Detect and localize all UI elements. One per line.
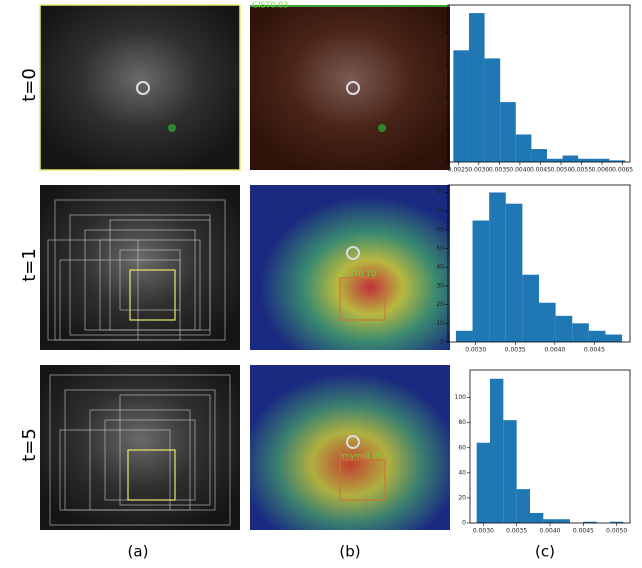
bar [472, 220, 490, 342]
bar [543, 519, 557, 523]
y-tick-label: 80 [436, 29, 444, 36]
x-tick-label: 0.0025 [448, 167, 469, 174]
x-tick-label: 0.0050 [550, 167, 571, 174]
y-tick-label: 30 [436, 282, 444, 289]
bar [588, 330, 606, 342]
y-tick-label: 70 [436, 208, 444, 215]
image-a-t0 [39, 4, 241, 171]
y-tick-label: 60 [436, 226, 444, 233]
bar [556, 519, 570, 523]
y-tick-label: 20 [458, 494, 466, 501]
bar [489, 192, 506, 342]
bar [455, 330, 473, 342]
bar [605, 334, 623, 342]
y-tick-label: 0 [440, 159, 444, 166]
bar [500, 102, 516, 162]
bar [531, 149, 548, 162]
x-tick-label: 0.0060 [592, 167, 613, 174]
overlay-label: GIST0.03 [252, 1, 288, 10]
y-tick-label: 80 [458, 419, 466, 426]
x-tick-label: 0.0040 [540, 528, 561, 535]
y-tick-label: 0 [440, 339, 444, 346]
row-label: t=5 [19, 428, 40, 462]
overlay-label: lmyml0.05 [340, 452, 383, 461]
bar [609, 160, 626, 162]
bar [562, 155, 579, 162]
x-tick-label: 0.0040 [509, 167, 530, 174]
x-tick-label: 0.0030 [468, 167, 489, 174]
image-b-t1 [250, 185, 450, 350]
x-tick-label: 0.0045 [530, 167, 551, 174]
column-label: (b) [339, 543, 360, 561]
x-tick-label: 0.0035 [489, 167, 510, 174]
bar [476, 442, 490, 523]
bar [539, 302, 556, 342]
bar [468, 13, 485, 162]
bar [555, 315, 573, 342]
bar [503, 420, 517, 523]
y-tick-label: 40 [458, 469, 466, 476]
y-tick-label: 40 [436, 94, 444, 101]
bar [583, 521, 597, 523]
x-tick-label: 0.0030 [473, 528, 494, 535]
x-tick-label: 0.0035 [506, 528, 527, 535]
image-b-t0 [250, 5, 450, 170]
bar [572, 323, 589, 342]
bar [516, 489, 530, 523]
x-tick-label: 0.0055 [571, 167, 592, 174]
y-tick-label: 40 [436, 264, 444, 271]
y-tick-label: 10 [436, 320, 444, 327]
image-a-t1 [40, 185, 240, 350]
row-label: t=0 [19, 68, 40, 102]
x-tick-label: 0.0045 [584, 347, 605, 354]
x-tick-label: 0.0030 [465, 347, 486, 354]
y-tick-label: 60 [458, 444, 466, 451]
y-tick-label: 60 [436, 61, 444, 68]
image-a-t5 [40, 365, 240, 530]
x-tick-label: 0.0045 [573, 528, 594, 535]
column-label: (c) [535, 543, 555, 561]
bar [578, 158, 594, 162]
bar [515, 134, 532, 162]
y-tick-label: 20 [436, 301, 444, 308]
x-tick-label: 0.0035 [505, 347, 526, 354]
bar [610, 521, 624, 523]
y-tick-label: 50 [436, 245, 444, 252]
bar [593, 158, 610, 162]
x-tick-label: 0.0065 [612, 167, 633, 174]
y-tick-label: 100 [455, 394, 467, 401]
plot-frame [447, 4, 631, 163]
y-tick-label: 80 [436, 189, 444, 196]
bar [505, 203, 523, 342]
y-tick-label: 0 [462, 520, 466, 527]
row-label: t=1 [19, 248, 40, 282]
column-label: (a) [128, 543, 149, 561]
bar [547, 158, 563, 162]
plot-frame [447, 184, 631, 343]
x-tick-label: 0.0050 [606, 528, 627, 535]
bar [490, 378, 504, 523]
image-b-t5 [250, 365, 450, 530]
bar [530, 512, 544, 523]
bar [453, 50, 469, 162]
x-tick-label: 0.0040 [544, 347, 565, 354]
bar [522, 274, 539, 342]
bar [484, 58, 501, 163]
y-tick-label: 20 [436, 126, 444, 133]
overlay-label: GIST0.70 [340, 270, 376, 279]
